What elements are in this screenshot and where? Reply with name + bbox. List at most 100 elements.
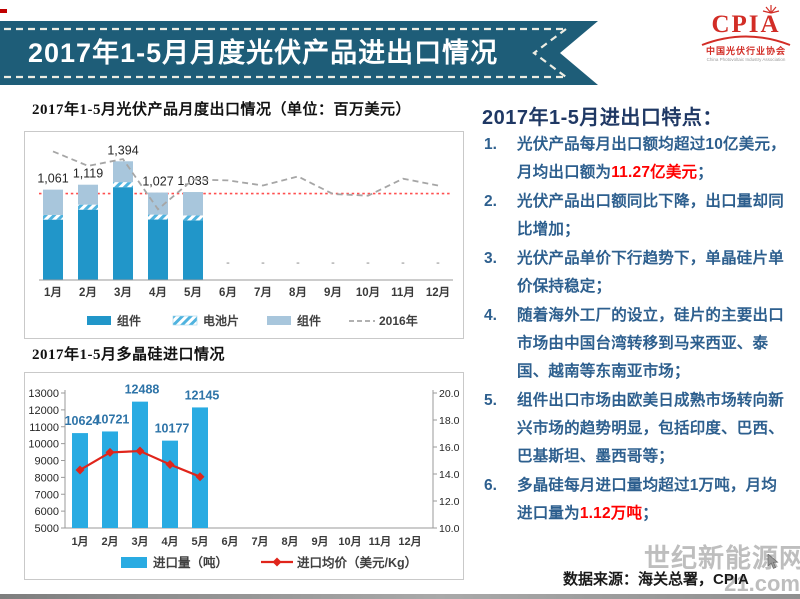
watermark-domain: 21.com xyxy=(724,571,800,596)
item-number: 3. xyxy=(484,250,497,267)
svg-text:11月: 11月 xyxy=(391,286,415,299)
item-number: 2. xyxy=(484,193,497,210)
svg-text:-: - xyxy=(366,257,370,269)
svg-text:12月: 12月 xyxy=(398,535,421,548)
svg-text:组件: 组件 xyxy=(297,313,321,328)
highlight-item: 2. 光伏产品出口额同比下降，出口量却同比增加； xyxy=(484,188,794,244)
svg-text:进口量（吨）: 进口量（吨） xyxy=(153,555,228,570)
svg-text:1,119: 1,119 xyxy=(73,167,103,181)
item-text: 光伏产品出口额同比下降，出口量却同比增加； xyxy=(517,193,784,238)
svg-text:-: - xyxy=(296,257,300,269)
highlight-item: 5. 组件出口市场由欧美日成熟市场转向新兴市场的趋势明显，包括印度、巴西、巴基斯… xyxy=(484,387,794,471)
logo-name-en: China Photovoltaic Industry Association xyxy=(706,57,786,63)
item-text: 光伏产品每月出口额均超过10亿美元，月均出口额为11.27亿美元； xyxy=(517,136,786,181)
item-text: 组件出口市场由欧美日成熟市场转向新兴市场的趋势明显，包括印度、巴西、巴基斯坦、墨… xyxy=(517,392,784,465)
svg-text:9月: 9月 xyxy=(324,286,342,299)
svg-text:1月: 1月 xyxy=(44,286,62,299)
svg-text:10721: 10721 xyxy=(95,412,130,426)
svg-text:4月: 4月 xyxy=(149,286,167,299)
svg-text:6月: 6月 xyxy=(221,535,238,548)
polysilicon-chart: 5000 6000 7000 8000 9000 10000 11000 12000 13000… xyxy=(24,372,464,580)
svg-text:12.0: 12.0 xyxy=(439,496,460,508)
corner-mark xyxy=(0,9,7,13)
data-source: 数据来源：海关总署，CPIA xyxy=(563,571,749,588)
highlights-heading: 2017年1-5月进出口特点： xyxy=(482,107,723,129)
svg-text:10177: 10177 xyxy=(155,422,190,436)
export-chart-canvas: 1,061 1,119 1,394 1,027 1,033 - - - - - - - 1月 2月 3月 4月… xyxy=(37,143,453,328)
svg-text:6000: 6000 xyxy=(35,506,59,518)
svg-text:8月: 8月 xyxy=(281,535,298,548)
svg-text:2月: 2月 xyxy=(101,535,118,548)
slide-title: 2017年1-5月月度光伏产品进出口情况 xyxy=(28,38,499,68)
svg-text:6月: 6月 xyxy=(219,286,237,299)
svg-text:-: - xyxy=(261,257,265,269)
svg-text:13000: 13000 xyxy=(28,388,59,400)
logo-acronym: CPIA xyxy=(711,11,781,38)
svg-text:8月: 8月 xyxy=(289,286,307,299)
svg-text:18.0: 18.0 xyxy=(439,415,460,427)
highlighted-value: 11.27亿美元 xyxy=(611,164,698,181)
svg-text:-: - xyxy=(436,257,440,269)
polysilicon-chart-title: 2017年1-5月多晶硅进口情况 xyxy=(32,347,225,363)
highlight-item: 1. 光伏产品每月出口额均超过10亿美元，月均出口额为11.27亿美元； xyxy=(484,131,794,187)
svg-text:2016年: 2016年 xyxy=(379,313,418,328)
svg-text:7月: 7月 xyxy=(254,286,272,299)
item-text: 光伏产品单价下行趋势下，单晶硅片单价保持稳定； xyxy=(517,250,784,295)
svg-text:16.0: 16.0 xyxy=(439,442,460,454)
item-text: 随着海外工厂的设立，硅片的主要出口市场由中国台湾转移到马来西亚、泰国、越南等东南… xyxy=(517,307,784,380)
svg-text:9000: 9000 xyxy=(35,456,59,468)
svg-text:12月: 12月 xyxy=(426,286,450,299)
svg-text:12145: 12145 xyxy=(185,388,220,402)
svg-text:8000: 8000 xyxy=(35,472,59,484)
cpia-logo: CPIA 中国光伏行业协会 China Photovoltaic Industr… xyxy=(698,4,794,66)
svg-text:组件: 组件 xyxy=(117,313,141,328)
banner-ribbon-shape xyxy=(0,21,598,85)
mouse-cursor-icon xyxy=(767,554,779,569)
highlight-item: 4. 随着海外工厂的设立，硅片的主要出口市场由中国台湾转移到马来西亚、泰国、越南… xyxy=(484,302,794,386)
svg-text:3月: 3月 xyxy=(114,286,132,299)
svg-text:4月: 4月 xyxy=(161,535,178,548)
svg-text:12000: 12000 xyxy=(28,405,59,417)
polysilicon-chart-canvas: 5000 6000 7000 8000 9000 10000 11000 12000 13000… xyxy=(28,383,460,570)
svg-text:1,027: 1,027 xyxy=(142,175,173,189)
item-number: 6. xyxy=(484,477,497,494)
bottom-strip xyxy=(0,594,800,599)
svg-text:10月: 10月 xyxy=(338,535,361,548)
logo-name-cn: 中国光伏行业协会 xyxy=(705,46,786,56)
svg-text:9月: 9月 xyxy=(311,535,328,548)
svg-text:-: - xyxy=(401,257,405,269)
svg-text:7月: 7月 xyxy=(251,535,268,548)
svg-text:10624: 10624 xyxy=(65,414,100,428)
highlight-item: 3. 光伏产品单价下行趋势下，单晶硅片单价保持稳定； xyxy=(484,245,794,301)
svg-text:2月: 2月 xyxy=(79,286,97,299)
svg-text:11000: 11000 xyxy=(29,422,59,434)
svg-text:12488: 12488 xyxy=(125,383,160,397)
svg-text:5月: 5月 xyxy=(184,286,202,299)
item-number: 5. xyxy=(484,392,497,409)
svg-text:14.0: 14.0 xyxy=(439,469,460,481)
svg-text:10000: 10000 xyxy=(28,439,59,451)
svg-text:1,394: 1,394 xyxy=(107,143,138,157)
svg-text:1月: 1月 xyxy=(71,535,88,548)
logo-arc xyxy=(701,35,791,46)
highlighted-value: 1.12万吨 xyxy=(579,505,643,522)
item-text: 多晶硅每月进口量均超过1万吨，月均进口量为1.12万吨； xyxy=(517,477,778,522)
svg-text:3月: 3月 xyxy=(131,535,148,548)
svg-text:20.0: 20.0 xyxy=(439,388,460,400)
svg-text:1,033: 1,033 xyxy=(177,174,208,188)
highlight-item: 6. 多晶硅每月进口量均超过1万吨，月均进口量为1.12万吨； xyxy=(484,472,794,528)
svg-text:-: - xyxy=(331,257,335,269)
svg-text:11月: 11月 xyxy=(369,535,392,548)
export-chart-title: 2017年1-5月光伏产品月度出口情况（单位：百万美元） xyxy=(32,102,411,118)
svg-text:5000: 5000 xyxy=(35,523,59,535)
sunburst-icon xyxy=(762,5,780,14)
highlights-list: 1. 光伏产品每月出口额均超过10亿美元，月均出口额为11.27亿美元； 2. … xyxy=(484,131,794,529)
svg-text:-: - xyxy=(226,257,230,269)
title-banner: 2017年1-5月月度光伏产品进出口情况 xyxy=(0,21,598,85)
svg-text:5月: 5月 xyxy=(191,535,208,548)
svg-text:10.0: 10.0 xyxy=(439,523,460,535)
svg-text:进口均价（美元/Kg）: 进口均价（美元/Kg） xyxy=(297,555,417,570)
svg-text:1,061: 1,061 xyxy=(37,172,68,186)
svg-text:7000: 7000 xyxy=(35,489,59,501)
